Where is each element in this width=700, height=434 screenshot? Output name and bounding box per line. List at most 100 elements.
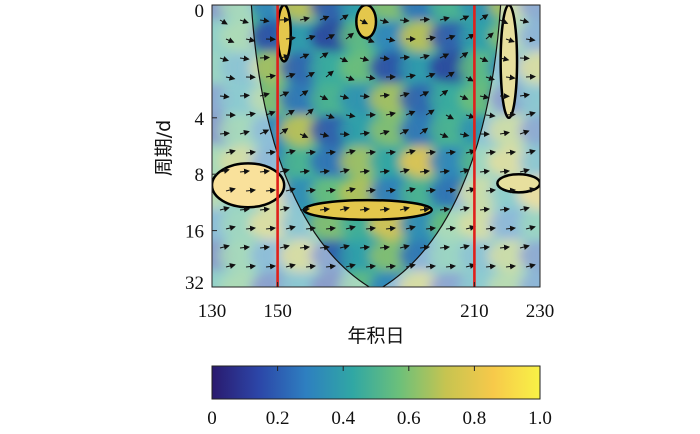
plot-frame xyxy=(211,4,541,288)
phase-arrow xyxy=(459,15,470,21)
phase-arrow xyxy=(305,34,316,41)
phase-arrow xyxy=(319,206,330,213)
phase-arrow xyxy=(485,149,496,156)
colorbar-tick-label: 0.2 xyxy=(266,408,290,429)
phase-arrow xyxy=(239,206,250,213)
colorbar-tick-label: 0.6 xyxy=(397,408,421,429)
phase-arrow xyxy=(219,18,228,25)
phase-arrow xyxy=(485,187,496,194)
phase-arrow xyxy=(279,244,290,250)
phase-arrow xyxy=(419,127,429,135)
phase-arrow xyxy=(439,53,450,59)
phase-arrow xyxy=(299,90,309,97)
phase-arrow xyxy=(425,225,436,232)
phase-arrow xyxy=(519,206,530,212)
phase-arrow xyxy=(339,168,350,174)
phase-arrow xyxy=(265,225,276,232)
x-tick-label: 150 xyxy=(263,301,292,322)
phase-arrow xyxy=(405,187,416,193)
significance-contour xyxy=(499,5,519,120)
phase-arrow xyxy=(465,33,475,40)
phase-arrow xyxy=(445,34,456,41)
phase-arrow xyxy=(365,225,376,232)
phase-arrow xyxy=(479,168,490,175)
phase-arrow xyxy=(225,263,236,269)
phase-arrow xyxy=(459,168,470,174)
phase-arrow xyxy=(379,92,390,99)
y-tick-label: 4 xyxy=(195,109,205,130)
phase-arrow xyxy=(505,111,516,118)
phase-arrow xyxy=(319,15,330,22)
plot-area xyxy=(211,4,541,288)
phase-arrow xyxy=(259,168,270,175)
phase-arrow xyxy=(439,168,450,175)
y-axis-ticks: 0 4 8 16 32 xyxy=(185,1,217,294)
phase-arrow xyxy=(299,53,310,60)
phase-arrow xyxy=(279,54,290,60)
phase-arrow xyxy=(239,92,250,99)
phase-arrow xyxy=(419,53,430,60)
phase-arrow xyxy=(279,206,290,212)
phase-arrow xyxy=(485,112,496,119)
phase-arrow xyxy=(519,244,530,250)
phase-arrow xyxy=(445,149,456,156)
phase-arrow xyxy=(299,16,310,23)
phase-arrow xyxy=(319,52,329,59)
phase-arrow xyxy=(379,55,390,62)
phase-arrow xyxy=(379,129,390,136)
phase-arrow xyxy=(285,109,295,116)
phase-arrow xyxy=(525,36,536,43)
phase-arrow xyxy=(245,149,256,156)
phase-arrow xyxy=(245,36,256,43)
phase-arrow xyxy=(319,131,330,138)
phase-arrow xyxy=(265,73,276,80)
phase-arrow xyxy=(345,112,356,119)
phase-arrow xyxy=(385,149,396,156)
phase-arrow xyxy=(239,244,250,251)
phase-arrow xyxy=(325,225,336,232)
colorbar-tick-label: 0 xyxy=(207,408,217,429)
phase-arrow xyxy=(365,37,375,43)
phase-arrow xyxy=(479,14,489,21)
phase-arrow xyxy=(445,225,456,232)
phase-arrow xyxy=(305,187,316,194)
phase-arrow xyxy=(499,244,510,251)
phase-arrow xyxy=(325,187,336,194)
phase-arrow xyxy=(239,55,250,62)
phase-arrow xyxy=(419,244,430,251)
phase-arrow xyxy=(405,149,416,155)
phase-arrow xyxy=(465,113,476,119)
phase-arrow xyxy=(285,72,296,79)
x-tick-label: 230 xyxy=(526,301,555,322)
phase-arrow xyxy=(319,244,330,251)
x-axis-ticks: 130 150 210 230 xyxy=(198,282,555,322)
phase-arrow xyxy=(465,75,474,82)
phase-arrow xyxy=(359,18,369,25)
phase-arrow xyxy=(325,113,335,119)
phase-arrow xyxy=(519,92,530,99)
phase-arrow xyxy=(459,52,469,59)
phase-arrow xyxy=(365,263,376,270)
phase-arrow xyxy=(345,263,356,269)
phase-arrow xyxy=(485,225,496,232)
phase-arrow xyxy=(325,34,336,40)
phase-arrow xyxy=(479,244,490,251)
phase-arrow xyxy=(305,225,316,232)
phase-arrow xyxy=(419,91,430,97)
phase-arrow xyxy=(525,111,536,117)
phase-arrow xyxy=(425,109,435,116)
phase-arrow xyxy=(265,110,276,117)
colorbar-ticks: 0 0.2 0.4 0.6 0.8 1.0 xyxy=(207,366,552,429)
phase-arrow xyxy=(219,130,230,137)
phase-arrow xyxy=(379,244,390,251)
phase-arrow xyxy=(419,168,430,175)
phase-arrow xyxy=(439,132,449,139)
phase-arrow xyxy=(285,225,296,231)
phase-arrow xyxy=(379,206,390,213)
phase-arrow xyxy=(365,187,376,194)
phase-arrow xyxy=(299,206,310,213)
phase-arrow xyxy=(259,92,270,98)
phase-arrow xyxy=(359,244,370,251)
phase-arrow xyxy=(485,263,496,270)
